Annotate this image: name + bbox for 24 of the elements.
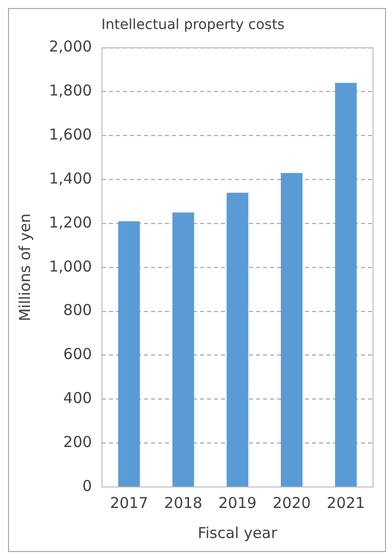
chart-title: Intellectual property costs	[101, 17, 285, 34]
y-tick-label: 1,400	[48, 169, 92, 188]
y-tick-label: 600	[63, 345, 92, 364]
x-tick-label: 2021	[326, 494, 365, 512]
bar	[118, 221, 140, 486]
x-tick-label: 2019	[218, 494, 257, 512]
y-tick-label: 1,200	[48, 213, 92, 232]
bar	[335, 82, 357, 486]
x-axis-title: Fiscal year	[198, 524, 278, 542]
y-tick-label: 1,600	[48, 126, 92, 144]
x-tick-label: 2017	[110, 494, 148, 512]
y-tick-label: 1,800	[48, 82, 92, 100]
y-tick-label: 1,000	[48, 257, 92, 276]
bar	[226, 192, 248, 486]
x-tick-label: 2020	[272, 494, 311, 512]
bar	[280, 172, 303, 486]
y-tick-label: 2,000	[48, 38, 92, 56]
y-axis-title: Millions of yen	[16, 214, 34, 322]
y-tick-label: 0	[82, 476, 92, 495]
x-tick-label: 2018	[164, 494, 202, 512]
y-tick-label: 400	[63, 389, 92, 408]
y-tick-label: 200	[63, 432, 92, 451]
y-tick-label: 800	[63, 301, 92, 320]
bar	[172, 212, 194, 486]
